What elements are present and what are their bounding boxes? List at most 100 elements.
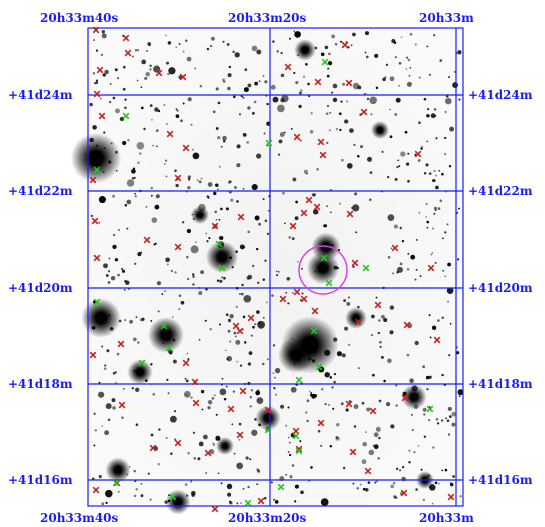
red-catalog-marker[interactable] xyxy=(182,359,190,367)
red-catalog-marker[interactable] xyxy=(191,378,199,386)
red-catalog-marker[interactable] xyxy=(182,144,190,152)
red-catalog-marker[interactable] xyxy=(236,431,244,439)
red-catalog-marker[interactable] xyxy=(314,78,322,86)
green-catalog-marker[interactable] xyxy=(325,279,333,287)
red-catalog-marker[interactable] xyxy=(433,336,441,344)
red-catalog-marker[interactable] xyxy=(236,327,244,335)
red-catalog-marker[interactable] xyxy=(118,401,126,409)
red-catalog-marker[interactable] xyxy=(311,307,319,315)
green-catalog-marker[interactable] xyxy=(362,264,370,272)
green-catalog-marker[interactable] xyxy=(315,363,323,371)
red-catalog-marker[interactable] xyxy=(89,176,97,184)
red-catalog-marker[interactable] xyxy=(174,243,182,251)
green-catalog-marker[interactable] xyxy=(93,166,101,174)
red-catalog-marker[interactable] xyxy=(360,108,368,116)
red-catalog-marker[interactable] xyxy=(349,448,357,456)
green-catalog-marker[interactable] xyxy=(93,298,101,306)
red-catalog-marker[interactable] xyxy=(174,439,182,447)
red-catalog-marker[interactable] xyxy=(239,387,247,395)
green-catalog-marker[interactable] xyxy=(215,240,223,248)
red-catalog-marker[interactable] xyxy=(96,66,104,74)
red-catalog-marker[interactable] xyxy=(247,314,255,322)
green-catalog-marker[interactable] xyxy=(320,254,328,262)
red-catalog-marker[interactable] xyxy=(174,174,182,182)
green-catalog-marker[interactable] xyxy=(160,322,168,330)
red-catalog-marker[interactable] xyxy=(351,259,359,267)
red-catalog-marker[interactable] xyxy=(122,34,130,42)
red-catalog-marker[interactable] xyxy=(93,254,101,262)
red-catalog-marker[interactable] xyxy=(317,138,325,146)
red-catalog-marker[interactable] xyxy=(91,217,99,225)
red-catalog-marker[interactable] xyxy=(354,318,362,326)
red-catalog-marker[interactable] xyxy=(192,399,200,407)
red-catalog-marker[interactable] xyxy=(143,236,151,244)
red-catalog-marker[interactable] xyxy=(166,130,174,138)
red-catalog-marker[interactable] xyxy=(227,405,235,413)
field-star xyxy=(456,351,460,355)
red-catalog-marker[interactable] xyxy=(414,150,422,158)
bright-star-core xyxy=(94,311,108,325)
field-star xyxy=(167,72,170,76)
red-catalog-marker[interactable] xyxy=(447,493,455,501)
red-catalog-marker[interactable] xyxy=(279,295,287,303)
red-catalog-marker[interactable] xyxy=(345,400,353,408)
red-catalog-marker[interactable] xyxy=(300,295,308,303)
green-catalog-marker[interactable] xyxy=(295,447,303,455)
red-catalog-marker[interactable] xyxy=(401,394,409,402)
red-catalog-marker[interactable] xyxy=(313,203,321,211)
green-catalog-marker[interactable] xyxy=(426,405,434,413)
red-catalog-marker[interactable] xyxy=(400,489,408,497)
green-catalog-marker[interactable] xyxy=(218,264,226,272)
green-catalog-marker[interactable] xyxy=(292,432,300,440)
green-catalog-marker[interactable] xyxy=(295,376,303,384)
green-catalog-marker[interactable] xyxy=(321,58,329,66)
red-catalog-marker[interactable] xyxy=(89,351,97,359)
red-catalog-marker[interactable] xyxy=(92,26,100,34)
red-catalog-marker[interactable] xyxy=(117,340,125,348)
red-catalog-marker[interactable] xyxy=(237,213,245,221)
green-catalog-marker[interactable] xyxy=(310,327,318,335)
red-catalog-marker[interactable] xyxy=(289,222,297,230)
green-catalog-marker[interactable] xyxy=(277,483,285,491)
red-catalog-marker[interactable] xyxy=(341,41,349,49)
red-catalog-marker[interactable] xyxy=(391,244,399,252)
red-catalog-marker[interactable] xyxy=(300,209,308,217)
red-catalog-marker[interactable] xyxy=(93,90,101,98)
red-catalog-marker[interactable] xyxy=(211,222,219,230)
green-catalog-marker[interactable] xyxy=(165,344,173,352)
red-catalog-marker[interactable] xyxy=(317,419,325,427)
red-catalog-marker[interactable] xyxy=(257,497,265,505)
red-catalog-marker[interactable] xyxy=(179,73,187,81)
red-catalog-marker[interactable] xyxy=(155,69,163,77)
red-catalog-marker[interactable] xyxy=(369,407,377,415)
red-catalog-marker[interactable] xyxy=(427,264,435,272)
red-catalog-marker[interactable] xyxy=(403,321,411,329)
green-catalog-marker[interactable] xyxy=(264,426,272,434)
red-catalog-marker[interactable] xyxy=(346,210,354,218)
red-catalog-marker[interactable] xyxy=(292,427,300,435)
red-catalog-marker[interactable] xyxy=(295,445,303,453)
red-catalog-marker[interactable] xyxy=(293,288,301,296)
red-catalog-marker[interactable] xyxy=(374,301,382,309)
red-catalog-marker[interactable] xyxy=(284,63,292,71)
field-star xyxy=(410,413,413,416)
green-catalog-marker[interactable] xyxy=(265,139,273,147)
red-catalog-marker[interactable] xyxy=(92,486,100,494)
red-catalog-marker[interactable] xyxy=(305,196,313,204)
green-catalog-marker[interactable] xyxy=(138,359,146,367)
green-catalog-marker[interactable] xyxy=(112,479,120,487)
red-catalog-marker[interactable] xyxy=(204,449,212,457)
red-catalog-marker[interactable] xyxy=(264,406,272,414)
green-catalog-marker[interactable] xyxy=(169,493,177,501)
red-catalog-marker[interactable] xyxy=(345,79,353,87)
red-catalog-marker[interactable] xyxy=(124,49,132,57)
red-catalog-marker[interactable] xyxy=(149,444,157,452)
red-catalog-marker[interactable] xyxy=(319,151,327,159)
red-catalog-marker[interactable] xyxy=(98,112,106,120)
red-catalog-marker[interactable] xyxy=(293,133,301,141)
target-highlight-circle[interactable] xyxy=(298,245,348,295)
red-catalog-marker[interactable] xyxy=(211,505,219,513)
red-catalog-marker[interactable] xyxy=(364,467,372,475)
green-catalog-marker[interactable] xyxy=(122,112,130,120)
green-catalog-marker[interactable] xyxy=(244,499,252,507)
